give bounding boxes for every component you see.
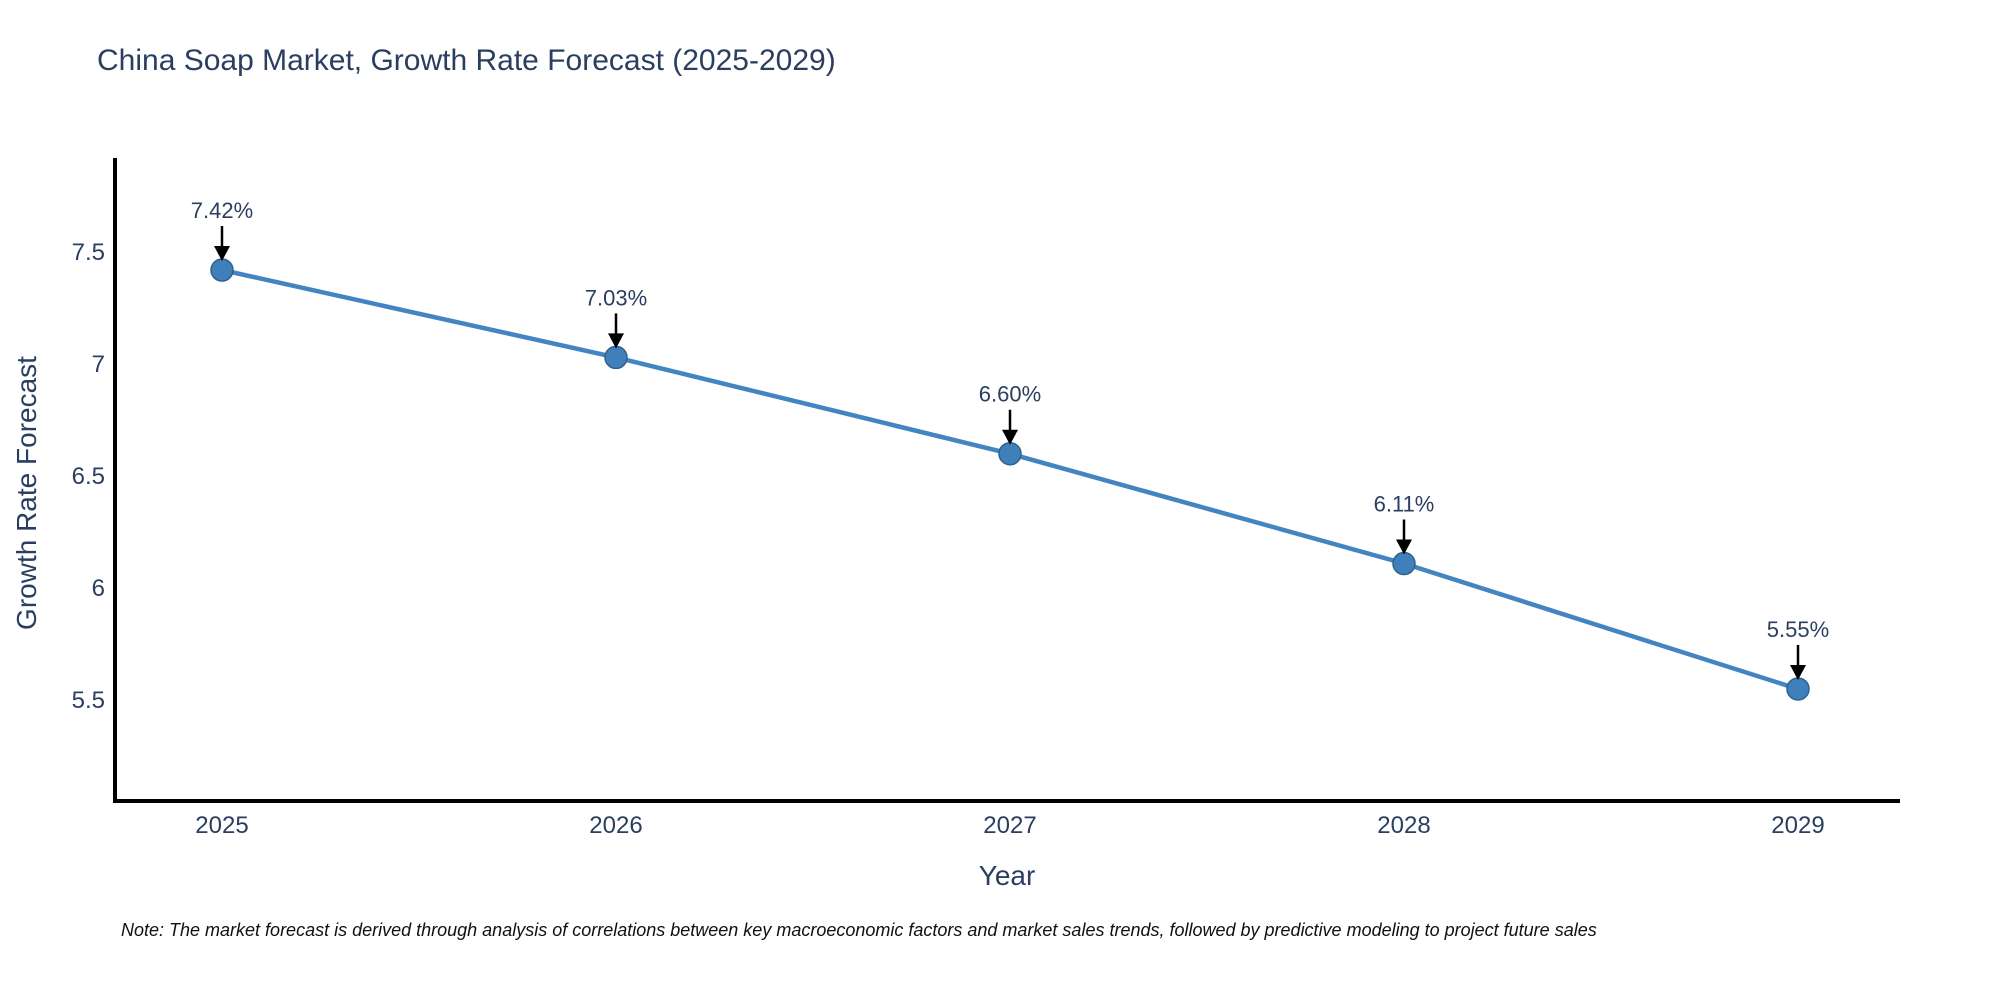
annotation-label: 7.42% xyxy=(191,198,253,223)
data-point xyxy=(1392,551,1416,576)
data-point xyxy=(998,441,1022,466)
annotation-arrowhead xyxy=(214,246,230,262)
annotation-arrowhead xyxy=(608,333,624,349)
series-line xyxy=(219,267,1801,692)
y-tick-label: 6.5 xyxy=(72,463,105,490)
x-axis-title: Year xyxy=(978,860,1036,891)
axis-line xyxy=(113,158,1900,803)
y-tick-label: 6 xyxy=(92,575,105,602)
x-tick-label: 2029 xyxy=(1771,812,1824,839)
x-tick-label: 2026 xyxy=(589,812,642,839)
data-point xyxy=(1786,677,1810,701)
footnote: Note: The market forecast is derived thr… xyxy=(121,920,1597,940)
annotation-label: 6.60% xyxy=(979,382,1041,407)
y-axis-title: Growth Rate Forecast xyxy=(11,356,42,630)
y-tick-label: 7 xyxy=(92,351,105,378)
x-tick-label: 2027 xyxy=(983,812,1036,839)
annotation-label: 7.03% xyxy=(585,285,647,310)
annotation-arrowhead xyxy=(1002,429,1018,445)
annotation-arrowhead xyxy=(1790,664,1806,680)
y-tick-label: 7.5 xyxy=(72,239,105,266)
annotation-label: 6.11% xyxy=(1374,492,1435,517)
y-tick-label: 5.5 xyxy=(72,687,105,714)
x-tick-label: 2025 xyxy=(195,812,248,839)
chart-title: China Soap Market, Growth Rate Forecast … xyxy=(97,44,836,77)
annotation-arrowhead xyxy=(1396,539,1412,555)
data-point xyxy=(210,258,234,282)
data-point xyxy=(604,345,628,370)
annotation-label: 5.55% xyxy=(1767,617,1829,642)
x-tick-label: 2028 xyxy=(1377,812,1430,839)
